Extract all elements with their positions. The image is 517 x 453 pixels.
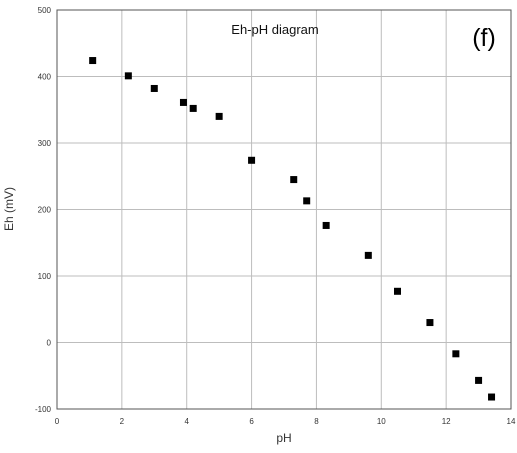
panel-label: (f) xyxy=(472,24,496,52)
y-tick-label: 400 xyxy=(38,73,52,82)
data-point xyxy=(215,112,223,120)
plot-frame xyxy=(56,9,512,410)
y-tick-label: 500 xyxy=(38,6,52,15)
data-point xyxy=(394,287,401,295)
data-point xyxy=(124,72,132,80)
y-tick-label: 200 xyxy=(38,206,52,215)
data-point xyxy=(150,84,158,92)
data-point xyxy=(364,251,372,259)
x-tick-label: 8 xyxy=(314,417,319,426)
x-tick-label: 12 xyxy=(442,417,451,426)
data-point xyxy=(426,319,434,327)
x-tick-label: 2 xyxy=(120,417,125,426)
x-tick-label: 0 xyxy=(55,417,60,426)
data-point xyxy=(189,104,197,112)
data-point xyxy=(322,221,330,229)
data-points xyxy=(89,57,496,401)
data-point xyxy=(248,156,256,164)
chart-title: Eh-pH diagram xyxy=(231,22,318,37)
data-point xyxy=(290,176,298,184)
y-tick-label: 300 xyxy=(38,139,52,148)
x-tick-label: 4 xyxy=(184,417,189,426)
y-axis-label: Eh (mV) xyxy=(2,187,16,231)
data-point xyxy=(488,393,496,401)
data-point xyxy=(89,57,97,65)
x-axis-label: pH xyxy=(276,431,291,445)
y-tick-label: -100 xyxy=(35,405,52,414)
data-point xyxy=(475,376,483,384)
x-tick-label: 14 xyxy=(507,417,516,426)
data-point xyxy=(303,197,311,205)
y-tick-labels: -100 0 100 200 300 400 500 xyxy=(35,6,52,414)
x-tick-labels: 0 2 4 6 8 10 12 14 xyxy=(55,417,516,426)
x-tick-label: 6 xyxy=(249,417,254,426)
data-point xyxy=(179,98,187,106)
x-tick-label: 10 xyxy=(377,417,386,426)
y-tick-label: 100 xyxy=(38,272,52,281)
y-tick-label: 0 xyxy=(47,339,52,348)
data-point xyxy=(452,350,460,358)
